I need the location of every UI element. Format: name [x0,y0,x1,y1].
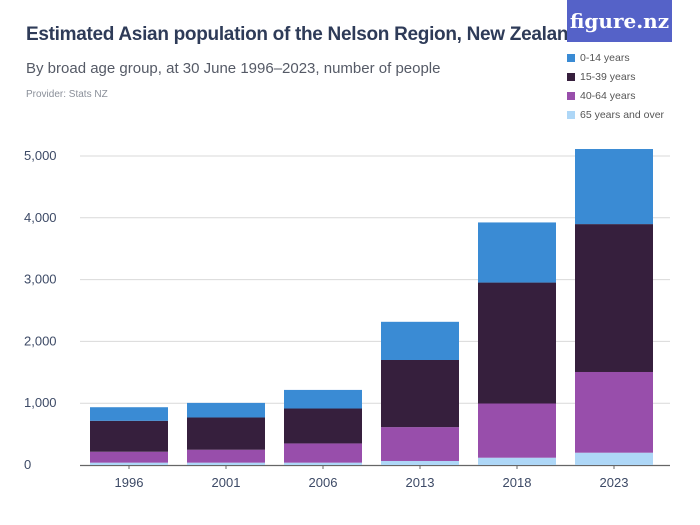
bar-segment-2006-65-years-and-over[interactable] [284,462,362,465]
legend: 0-14 years 15-39 years 40-64 years 65 years… [567,48,664,124]
legend-item: 40-64 years [567,86,664,105]
y-tick-label: 3,000 [24,272,57,287]
x-tick-label: 2001 [212,475,241,490]
bar-segment-2023-65-years-and-over[interactable] [575,452,653,465]
bar-segment-2006-15-39-years[interactable] [284,408,362,444]
bar-segment-2001-15-39-years[interactable] [187,417,265,450]
y-tick-label: 1,000 [24,395,57,410]
bar-segment-2018-15-39-years[interactable] [478,282,556,404]
legend-swatch [567,72,575,81]
legend-swatch [567,91,575,100]
x-tick-label: 2006 [309,475,338,490]
bar-segment-2023-40-64-years[interactable] [575,371,653,453]
bar-segment-2013-15-39-years[interactable] [381,360,459,428]
y-tick-label: 0 [24,457,31,472]
bar-segment-1996-0-14-years[interactable] [90,407,168,421]
bar-segment-1996-15-39-years[interactable] [90,420,168,452]
x-tick-label: 2018 [503,475,532,490]
figure-nz-logo[interactable]: figure.nz [567,0,672,42]
bar-segment-2013-65-years-and-over[interactable] [381,460,459,465]
bar-segment-2001-65-years-and-over[interactable] [187,462,265,465]
bar-group-2023 [575,149,653,465]
legend-label: 0-14 years [580,51,630,64]
x-tick-label: 2013 [406,475,435,490]
bar-segment-2018-0-14-years[interactable] [478,222,556,283]
bar-group-2018 [478,222,556,465]
bar-segment-2013-40-64-years[interactable] [381,427,459,461]
y-tick-label: 2,000 [24,333,57,348]
legend-swatch [567,110,575,119]
x-tick-label: 2023 [600,475,629,490]
legend-item: 15-39 years [567,67,664,86]
bar-segment-2006-0-14-years[interactable] [284,389,362,409]
bar-segment-2018-40-64-years[interactable] [478,403,556,458]
bar-segment-2023-0-14-years[interactable] [575,149,653,225]
y-tick-label: 5,000 [24,148,57,163]
bar-segment-1996-40-64-years[interactable] [90,451,168,463]
bar-segment-1996-65-years-and-over[interactable] [90,462,168,465]
bar-group-2013 [381,321,459,465]
chart-subtitle: By broad age group, at 30 June 1996–2023… [26,60,441,77]
bar-segment-2013-0-14-years[interactable] [381,321,459,361]
legend-item: 65 years and over [567,105,664,124]
bar-segment-2001-0-14-years[interactable] [187,402,265,418]
legend-label: 15-39 years [580,70,636,83]
legend-item: 0-14 years [567,48,664,67]
legend-label: 40-64 years [580,89,636,102]
bar-segment-2006-40-64-years[interactable] [284,443,362,463]
bar-group-2006 [284,389,362,465]
legend-label: 65 years and over [580,108,665,121]
provider-label: Provider: Stats NZ [26,89,108,100]
y-tick-label: 4,000 [24,210,57,225]
bar-group-2001 [187,402,265,465]
x-tick-label: 1996 [115,475,144,490]
chart-title: Estimated Asian population of the Nelson… [26,24,580,45]
legend-swatch [567,53,575,62]
bar-segment-2023-15-39-years[interactable] [575,224,653,372]
bar-group-1996 [90,407,168,465]
bar-segment-2018-65-years-and-over[interactable] [478,457,556,465]
bar-segment-2001-40-64-years[interactable] [187,449,265,463]
